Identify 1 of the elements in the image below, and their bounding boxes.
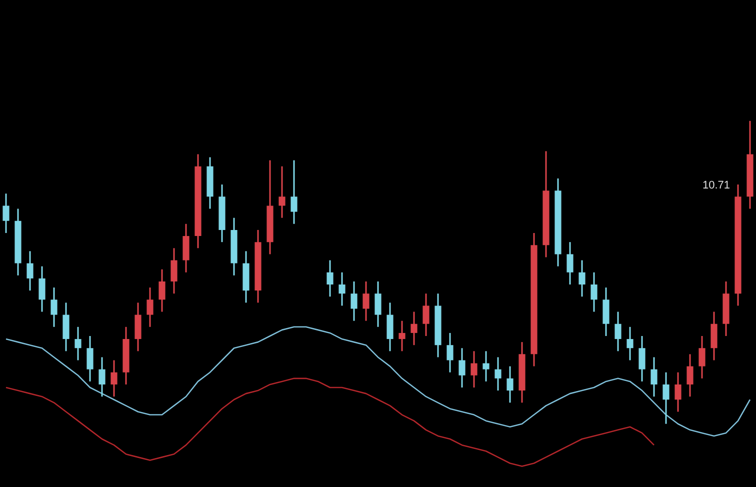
annotation: 10.71 — [702, 180, 730, 192]
